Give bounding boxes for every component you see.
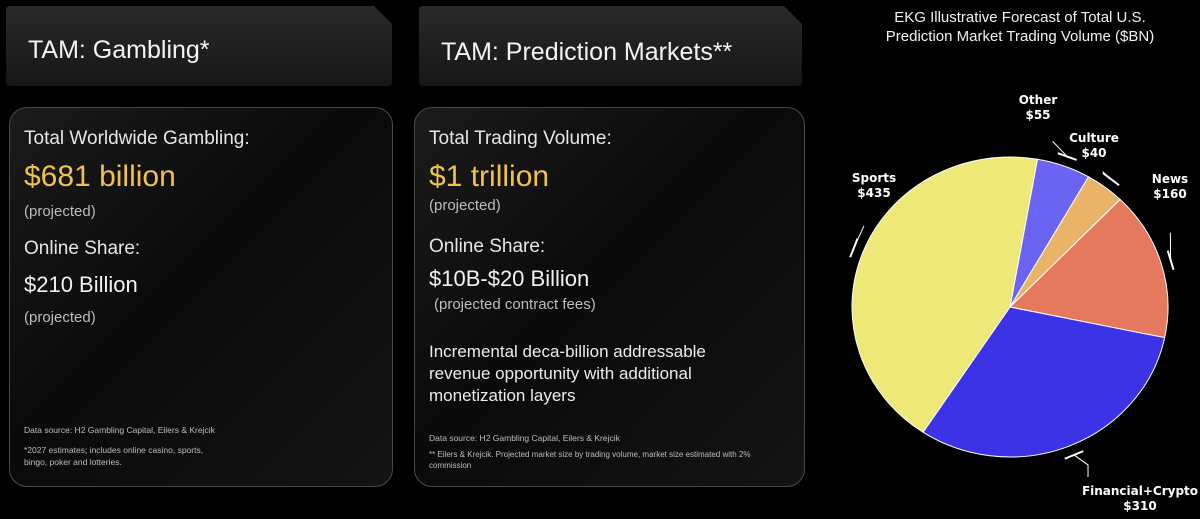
- gambling-header-title: TAM: Gambling*: [28, 36, 210, 64]
- pie-tick-culture: [1102, 172, 1120, 187]
- gambling-footnote-line-1: *2027 estimates; includes online casino,…: [24, 445, 204, 455]
- pie-value-sports: $435: [857, 186, 890, 200]
- pie-leader-financial-crypto: [1073, 454, 1089, 477]
- prediction-card: Total Trading Volume: $1 trillion (proje…: [414, 107, 805, 487]
- pie-tick-other: [1057, 152, 1077, 161]
- gambling-footnote-line-2: bingo, poker and lotteries.: [24, 457, 122, 467]
- pie-label-culture: Culture: [1069, 131, 1119, 145]
- pie-leader-other: [1052, 140, 1068, 157]
- prediction-online-label: Online Share:: [429, 236, 546, 257]
- prediction-online-note: (projected contract fees): [434, 296, 596, 313]
- prediction-header: TAM: Prediction Markets**: [419, 6, 802, 86]
- gambling-online-value: $210 Billion: [24, 272, 138, 297]
- pie-label-sports: Sports: [852, 171, 896, 185]
- prediction-total-note: (projected): [429, 197, 501, 214]
- pie-label-news: News: [1152, 172, 1188, 186]
- prediction-online-value: $10B-$20 Billion: [429, 266, 590, 291]
- pie-slice-sports: [851, 156, 1039, 433]
- pie-value-culture: $40: [1081, 146, 1106, 160]
- gambling-total-note: (projected): [24, 203, 96, 220]
- gambling-online-note: (projected): [24, 309, 96, 326]
- prediction-total-value: $1 trillion: [429, 160, 550, 193]
- pie-slice-news: [1008, 198, 1169, 339]
- pie-label-financial-crypto: Financial+Crypto: [1082, 484, 1198, 498]
- gambling-card: Total Worldwide Gambling: $681 billion (…: [9, 107, 393, 487]
- prediction-paragraph: Incremental deca-billion addressable rev…: [429, 342, 706, 405]
- pie-chart: Other$55 Culture$40 News$160 Financial+Cryp…: [849, 93, 1198, 513]
- prediction-header-title: TAM: Prediction Markets**: [441, 38, 733, 66]
- pie-leader-sports: [853, 225, 865, 249]
- gambling-online-label: Online Share:: [24, 238, 141, 259]
- pie-tick-financial-crypto: [1064, 450, 1084, 460]
- prediction-total-label: Total Trading Volume:: [429, 128, 612, 149]
- gambling-source: Data source: H2 Gambling Capital, Eilers…: [24, 425, 215, 435]
- pie-label-other: Other: [1019, 93, 1058, 107]
- pie-value-financial-crypto: $310: [1123, 499, 1156, 513]
- chart-title: EKG Illustrative Forecast of Total U.S. …: [885, 9, 1155, 45]
- prediction-source: Data source: H2 Gambling Capital, Eilers…: [429, 433, 620, 443]
- pie-value-news: $160: [1153, 187, 1186, 201]
- gambling-header: TAM: Gambling*: [6, 6, 392, 86]
- pie-value-other: $55: [1025, 108, 1050, 122]
- pie-slice-financial-crypto: [922, 306, 1166, 458]
- pie-leader-culture: [1102, 171, 1112, 180]
- gambling-total-value: $681 billion: [24, 160, 176, 193]
- prediction-footnote: ** Eilers & Krejcik. Projected market si…: [429, 450, 751, 470]
- gambling-total-label: Total Worldwide Gambling:: [24, 128, 250, 149]
